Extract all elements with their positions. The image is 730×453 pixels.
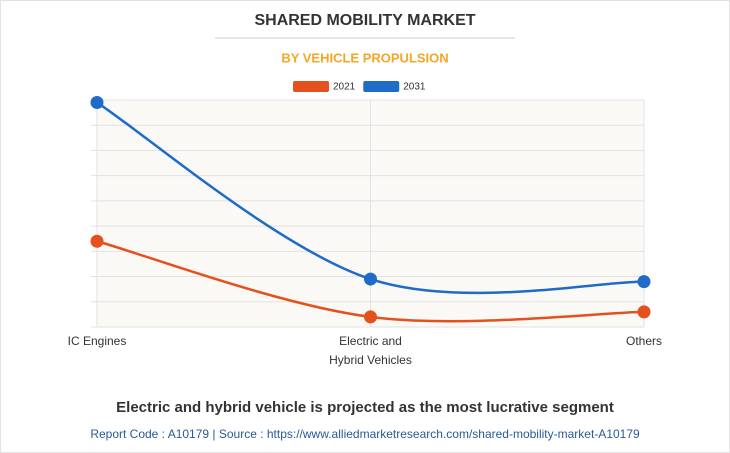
- chart-title: SHARED MOBILITY MARKET: [254, 12, 475, 29]
- legend-swatch: [363, 81, 400, 92]
- x-tick-line: Others: [626, 334, 662, 348]
- data-point: [90, 234, 104, 248]
- chart-subtitle: BY VEHICLE PROPULSION: [281, 50, 448, 65]
- legend-label: 2031: [403, 82, 426, 93]
- x-tick-line: Electric and: [339, 334, 402, 348]
- x-tick-label: Electric and Hybrid Vehicles: [329, 334, 412, 367]
- source: Report Code : A10179 | Source : https://…: [90, 427, 640, 441]
- data-point: [637, 305, 651, 319]
- legend-label: 2021: [333, 82, 356, 93]
- data-point: [364, 310, 377, 324]
- data-point: [90, 96, 104, 110]
- x-tick-line: Hybrid Vehicles: [329, 353, 412, 367]
- data-point: [637, 275, 651, 289]
- legend-swatch: [293, 81, 329, 92]
- data-point: [364, 272, 377, 286]
- caption: Electric and hybrid vehicle is projected…: [116, 399, 614, 416]
- x-tick-line: IC Engines: [68, 334, 127, 348]
- x-tick-label: Others: [626, 334, 662, 348]
- x-tick-label: IC Engines: [68, 334, 127, 348]
